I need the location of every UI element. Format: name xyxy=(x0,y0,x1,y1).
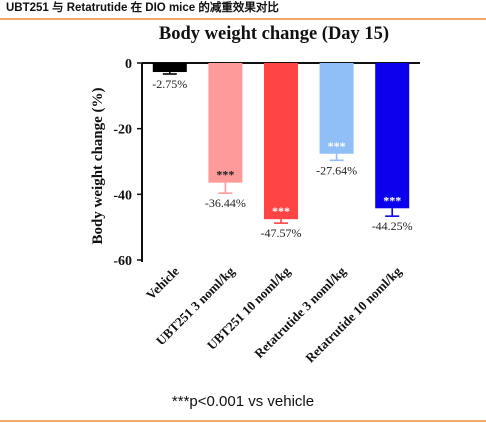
chart-title: Body weight change (Day 15) xyxy=(159,24,389,44)
significance-marker: *** xyxy=(328,139,346,153)
y-tick-label: -60 xyxy=(113,254,132,269)
y-tick-label: -40 xyxy=(113,188,132,203)
data-label: -27.64% xyxy=(316,163,357,177)
significance-marker: *** xyxy=(272,204,290,218)
data-label: -44.25% xyxy=(372,219,413,233)
significance-footnote: ***p<0.001 vs vehicle xyxy=(171,393,315,410)
y-tick-label: 0 xyxy=(125,57,132,72)
significance-marker: *** xyxy=(383,193,401,207)
x-tick-label: Retatrutide 3 noml/kg xyxy=(251,263,349,361)
bar xyxy=(319,63,354,154)
page-caption: UBT251 与 Retatrutide 在 DIO mice 的减重效果对比 xyxy=(6,2,279,14)
x-tick-label: Vehicle xyxy=(143,263,182,302)
plot-area: 0-20-40-60-2.75%Vehicle***-36.44%UBT251 … xyxy=(113,57,420,366)
bar-chart: Body weight change (Day 15) Body weight … xyxy=(90,24,420,366)
y-axis-label: Body weight change (%) xyxy=(90,87,106,244)
top-divider xyxy=(0,18,486,20)
bar xyxy=(264,63,298,220)
significance-marker: *** xyxy=(216,168,234,182)
bar xyxy=(208,63,243,183)
bottom-divider xyxy=(0,420,486,422)
y-tick-label: -20 xyxy=(113,123,132,138)
x-tick-label: Retatrutide 10 noml/kg xyxy=(302,263,404,365)
bar xyxy=(152,63,187,73)
bar xyxy=(375,63,410,209)
data-label: -47.57% xyxy=(261,226,302,240)
data-label: -2.75% xyxy=(152,77,187,91)
data-label: -36.44% xyxy=(205,196,246,210)
